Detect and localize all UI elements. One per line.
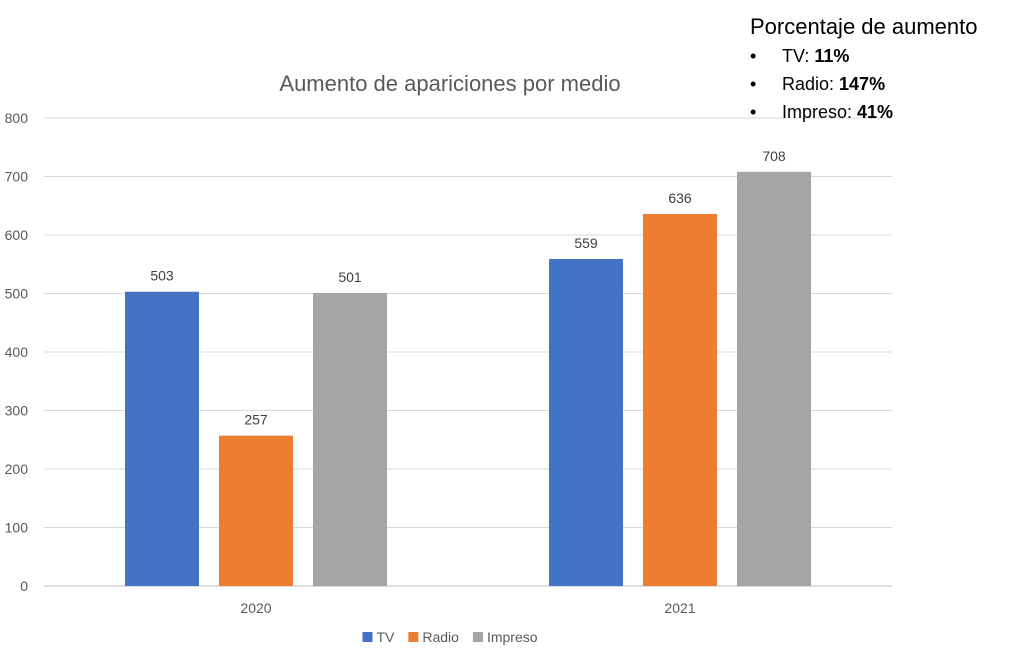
- percent-increase-box: Porcentaje de aumento • TV: 11% • Radio:…: [750, 12, 978, 126]
- category-labels: 2020 2021: [240, 600, 695, 616]
- data-label: 636: [668, 190, 692, 206]
- data-label: 503: [150, 268, 174, 284]
- bar-impreso-2021: [737, 171, 811, 586]
- legend-swatch: [362, 632, 373, 642]
- y-tick-label: 0: [20, 578, 28, 594]
- legend-item-impreso: Impreso: [472, 629, 538, 645]
- legend-item-tv: TV: [362, 629, 395, 645]
- summary-item-radio: • Radio: 147%: [750, 70, 978, 98]
- chart-title: Aumento de apariciones por medio: [279, 71, 620, 96]
- summary-label: Radio:: [782, 74, 835, 94]
- bar-radio-2021: [643, 213, 717, 586]
- legend-label: Impreso: [487, 629, 538, 645]
- data-label: 257: [244, 412, 268, 428]
- bars: [125, 171, 811, 586]
- summary-value: 41%: [857, 102, 894, 122]
- data-labels: 503 257 501 559 636 708: [150, 148, 786, 428]
- y-tick-label: 200: [5, 461, 29, 477]
- summary-label: TV:: [782, 46, 810, 66]
- y-tick-label: 300: [5, 403, 29, 419]
- bar-tv-2021: [549, 258, 623, 586]
- bullet-icon: •: [750, 102, 757, 122]
- y-tick-label: 100: [5, 520, 29, 536]
- y-tick-label: 800: [5, 110, 29, 126]
- x-category-label: 2020: [240, 600, 271, 616]
- legend-swatch: [408, 632, 419, 642]
- summary-label: Impreso:: [782, 102, 853, 122]
- data-label: 708: [762, 148, 786, 164]
- summary-list: • TV: 11% • Radio: 147% • Impreso: 41%: [750, 42, 978, 126]
- summary-value: 147%: [839, 74, 886, 94]
- legend-label: Radio: [422, 629, 459, 645]
- y-tick-label: 700: [5, 169, 29, 185]
- x-category-label: 2021: [664, 600, 695, 616]
- summary-title: Porcentaje de aumento: [750, 14, 978, 39]
- summary-item-impreso: • Impreso: 41%: [750, 98, 978, 126]
- legend: TV Radio Impreso: [362, 629, 538, 645]
- legend-item-radio: Radio: [408, 629, 459, 645]
- bar-impreso-2020: [313, 292, 387, 586]
- y-axis-ticks: 0 100 200 300 400 500 600 700 800: [5, 110, 29, 594]
- bar-tv-2020: [125, 291, 199, 586]
- legend-label: TV: [376, 629, 395, 645]
- y-tick-label: 600: [5, 227, 29, 243]
- y-tick-label: 400: [5, 344, 29, 360]
- summary-value: 11%: [814, 46, 850, 66]
- data-label: 501: [338, 269, 362, 285]
- data-label: 559: [574, 235, 598, 251]
- y-tick-label: 500: [5, 286, 29, 302]
- legend-swatch: [472, 632, 483, 642]
- summary-item-tv: • TV: 11%: [750, 42, 978, 70]
- bullet-icon: •: [750, 74, 757, 94]
- bar-radio-2020: [219, 435, 293, 586]
- bullet-icon: •: [750, 46, 757, 66]
